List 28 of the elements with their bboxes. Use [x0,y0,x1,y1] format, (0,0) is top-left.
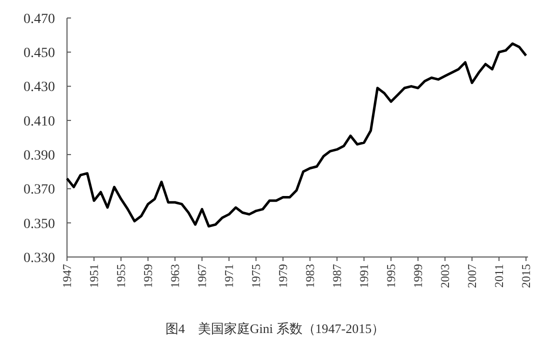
line-series [66,42,528,228]
x-tick-label: 1959 [141,264,155,288]
y-tick-label: 0.430 [24,80,55,96]
x-tick-label: 1955 [114,264,128,288]
y-tick-label: 0.410 [24,114,55,130]
text: 图4 美国家庭Gini 系数（1947-2015） [165,321,385,336]
x-tick-label: 1963 [168,264,182,288]
x-tick-label: 1995 [384,264,398,288]
y-tick-label: 0.330 [24,250,55,266]
x-tick-label: 1971 [222,264,236,288]
x-tick-label: 2007 [465,264,479,288]
y-tick-label: 0.470 [24,12,55,27]
x-tick-label: 1999 [411,264,425,288]
x-tick-label: 1991 [357,264,371,288]
x-tick-label: 1983 [303,264,317,288]
y-tick-label: 0.350 [24,216,55,232]
x-tick-label: 2011 [492,264,506,288]
x-tick-label: 1947 [60,264,74,288]
x-tick-label: 2003 [438,264,452,288]
y-tick-label: 0.390 [24,148,55,164]
x-tick-label: 1967 [195,264,209,288]
x-tick-label: 1987 [330,264,344,288]
x-tick-label: 1979 [276,264,290,288]
y-tick-label: 0.450 [24,46,55,62]
x-tick-label: 2015 [519,264,533,288]
y-tick-label: 0.370 [24,182,55,198]
x-tick-label: 1951 [87,264,101,288]
x-tick-label: 1975 [249,264,263,288]
